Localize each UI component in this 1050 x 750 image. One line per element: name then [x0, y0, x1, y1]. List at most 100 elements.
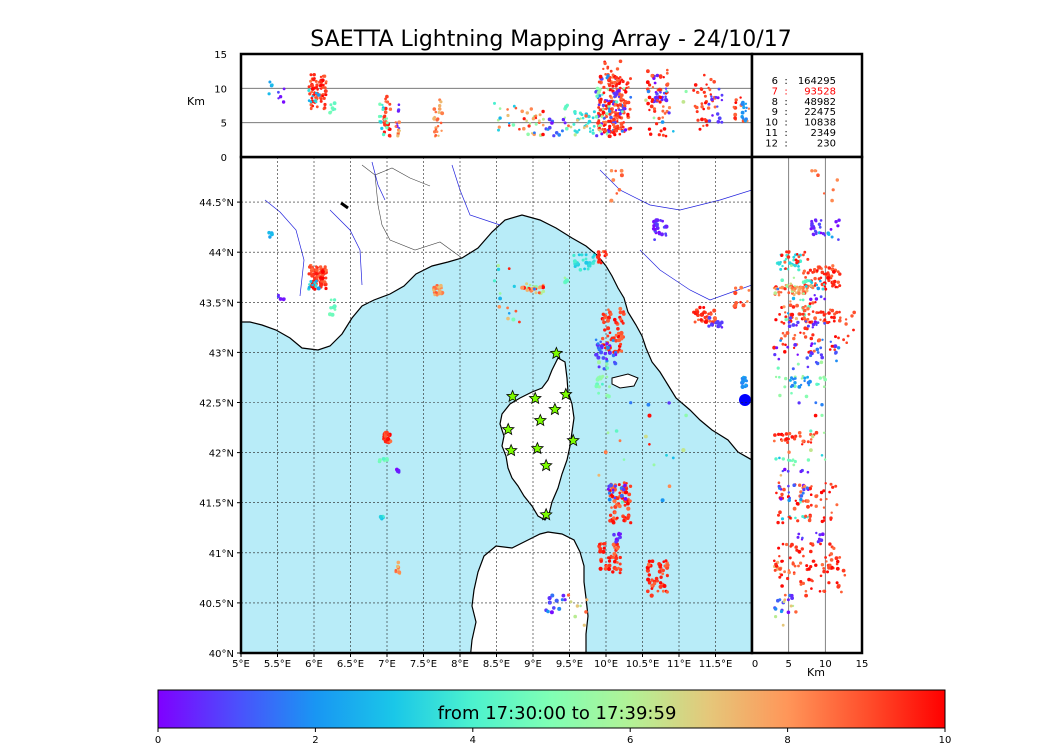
lightning-point — [658, 584, 663, 589]
lightning-point-altlat — [790, 542, 794, 547]
lightning-point-altlat — [814, 301, 817, 304]
lightning-point — [626, 501, 630, 506]
lightning-point — [652, 581, 657, 586]
lightning-point — [603, 250, 607, 254]
lightning-point-altlon — [595, 86, 600, 91]
right-x-tick-label: 5 — [785, 659, 791, 670]
lightning-point-altlon — [621, 110, 624, 113]
lightning-point — [621, 487, 626, 492]
lightning-point-altlon — [707, 86, 710, 90]
lightning-point-altlat — [779, 609, 784, 614]
lightning-point-altlon — [440, 129, 443, 132]
lightning-point — [520, 285, 525, 290]
lightning-point-altlon — [569, 125, 573, 129]
lightning-point-altlon — [662, 91, 666, 95]
lightning-point-altlon — [278, 95, 283, 99]
lightning-point-altlat — [843, 573, 847, 577]
lightning-point-altlat — [814, 360, 818, 364]
lightning-point-altlon — [684, 89, 688, 94]
lightning-point-altlat — [822, 567, 826, 570]
lightning-point — [573, 264, 577, 268]
colorbar-tick-label: 8 — [784, 735, 790, 746]
lightning-point — [323, 283, 327, 287]
lightning-point — [396, 564, 400, 569]
lightning-point-altlon — [610, 100, 613, 103]
station-star — [504, 443, 518, 457]
lightning-point-altlon — [324, 93, 328, 97]
lightning-point-altlat — [834, 484, 838, 488]
colorbar-tick-label: 6 — [627, 735, 633, 746]
lightning-point-altlat — [835, 562, 839, 566]
lightning-point-altlon — [312, 73, 316, 77]
lightning-point-altlon — [323, 106, 327, 109]
lightning-point — [614, 539, 618, 544]
lightning-point-altlat — [797, 532, 801, 536]
lightning-point-altlon — [316, 93, 321, 97]
lightning-point-altlon — [319, 75, 323, 79]
lightning-point-altlat — [814, 430, 819, 435]
lightning-point — [318, 265, 323, 269]
lightning-point-altlat — [838, 284, 842, 288]
lightning-point-altlat — [802, 331, 806, 335]
lightning-point-altlat — [806, 365, 810, 369]
lightning-point — [314, 283, 318, 287]
lightning-point-altlon — [629, 77, 632, 81]
lightning-point-altlon — [607, 83, 612, 88]
lightning-point — [595, 377, 600, 382]
lightning-point-altlat — [806, 271, 810, 275]
lightning-point-altlon — [700, 105, 704, 109]
lightning-point — [437, 291, 442, 296]
lightning-point-altlat — [802, 269, 806, 273]
lightning-point-altlat — [786, 610, 791, 615]
lightning-point-altlat — [807, 518, 812, 523]
lightning-point-altlat — [801, 306, 805, 310]
lightning-point-altlon — [525, 119, 528, 122]
lightning-point-altlon — [648, 108, 651, 112]
lightning-point-altlat — [846, 334, 850, 338]
lightning-point-altlat — [812, 349, 816, 353]
lightning-point-altlon — [581, 116, 585, 120]
lightning-point — [611, 491, 615, 494]
lightning-point-altlat — [808, 302, 812, 306]
lightning-point — [282, 297, 286, 301]
lightning-point-altlat — [833, 348, 836, 352]
lightning-point — [739, 285, 744, 290]
lightning-point-altlon — [617, 95, 621, 99]
lightning-point-altlon — [554, 131, 559, 135]
lightning-point — [715, 320, 720, 325]
lightning-point-altlat — [797, 255, 801, 259]
map-y-tick-label: 43°N — [209, 348, 234, 359]
lightning-point — [329, 298, 333, 302]
lightning-point-altlat — [808, 268, 813, 272]
lightning-point-altlat — [816, 269, 819, 272]
lightning-point-altlon — [531, 117, 536, 121]
lightning-point-altlat — [824, 482, 827, 485]
lightning-point-altlon — [602, 124, 606, 127]
lightning-point — [435, 293, 439, 297]
right-x-ticks: 0 5 10 15 — [752, 659, 869, 670]
lightning-point — [625, 516, 630, 520]
map-x-tick-label: 9.5°E — [556, 659, 583, 670]
lightning-point-altlat — [817, 222, 822, 226]
lightning-point-altlat — [823, 321, 826, 325]
station-star — [501, 422, 515, 436]
lightning-point — [525, 282, 529, 286]
count-value: 48982 — [804, 97, 836, 108]
lightning-point-altlat — [818, 533, 822, 537]
lightning-point-altlat — [809, 438, 813, 441]
lightning-point-altlon — [602, 85, 606, 89]
lightning-point-altlon — [557, 133, 561, 137]
lightning-point-altlat — [810, 587, 813, 590]
lightning-point-altlat — [803, 376, 807, 380]
lightning-point — [707, 324, 711, 328]
lightning-point — [609, 554, 613, 558]
lightning-point-altlat — [830, 308, 835, 313]
lightning-point — [579, 604, 582, 608]
lightning-point — [602, 546, 606, 550]
lightning-point-altlon — [696, 118, 700, 122]
lightning-point-altlat — [778, 510, 782, 514]
lightning-point — [647, 413, 652, 418]
lightning-point-altlat — [836, 584, 841, 589]
count-stations: 10 — [765, 118, 778, 129]
lightning-point-altlat — [799, 497, 803, 502]
